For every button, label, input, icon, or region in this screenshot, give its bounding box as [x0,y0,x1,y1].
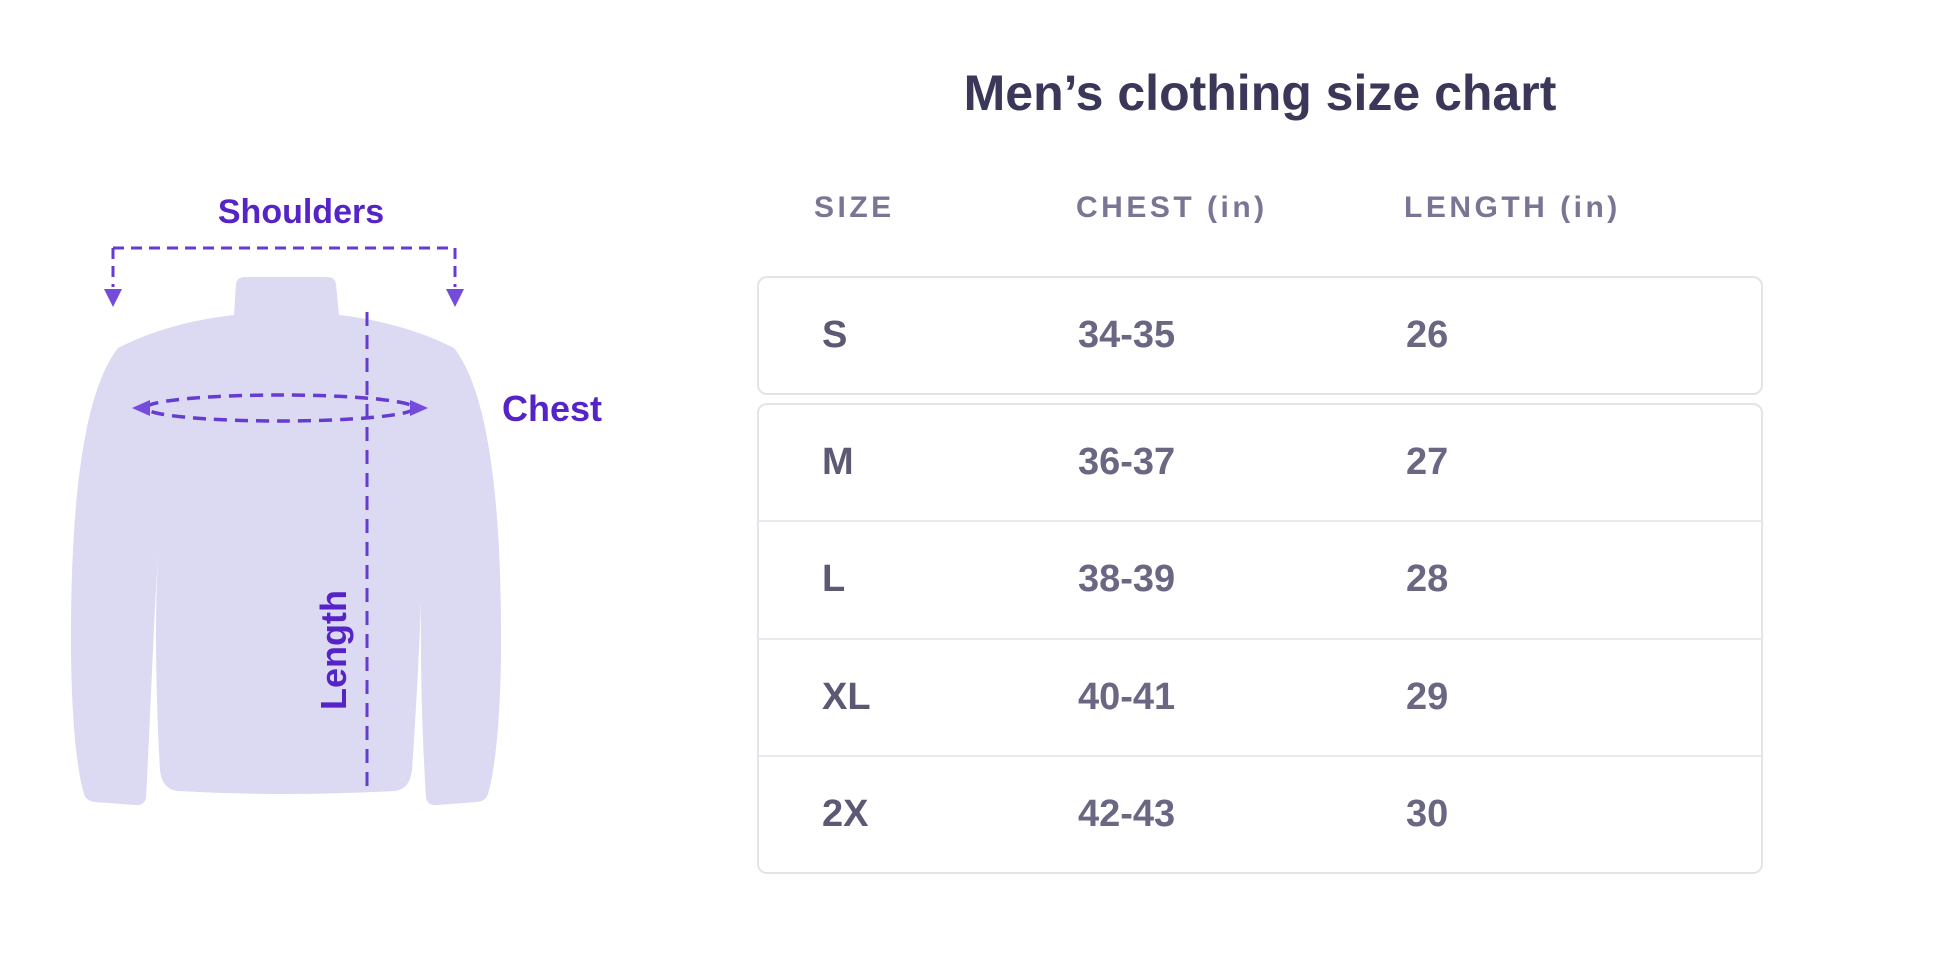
page-title: Men’s clothing size chart [963,65,1557,121]
chest-arrowheads [132,400,428,416]
shirt-measurement-diagram [70,246,502,806]
length-cell: 27 [1406,441,1449,484]
chest-cell: 38-39 [1078,558,1176,601]
table-row: S 34-35 26 [759,278,1761,393]
length-cell: 26 [1406,314,1449,356]
chest-cell: 36-37 [1078,441,1176,484]
shoulders-measure-arrow [111,246,457,287]
length-cell: 29 [1406,675,1449,718]
size-cell: 2X [822,792,869,835]
size-cell: M [822,441,854,484]
size-cell: L [822,558,846,601]
table-card-top: S 34-35 26 [757,276,1763,395]
chest-cell: 40-41 [1078,675,1176,718]
column-header-chest: CHEST (in) [1076,191,1268,224]
table-row: M 36-37 27 [759,405,1761,520]
shirt-silhouette-icon [70,277,502,806]
table-header-row: SIZE CHEST (in) LENGTH (in) [757,181,1763,235]
size-cell: S [822,314,848,356]
column-header-length: LENGTH (in) [1404,191,1621,224]
size-cell: XL [822,675,871,718]
shoulders-label: Shoulders [217,193,385,231]
length-cell: 28 [1406,558,1449,601]
shoulders-arrowheads [104,289,464,307]
chest-cell: 42-43 [1078,792,1176,835]
length-cell: 30 [1406,792,1449,835]
table-row: 2X 42-43 30 [759,754,1761,872]
chest-cell: 34-35 [1078,314,1176,356]
chest-label: Chest [502,388,603,429]
column-header-size: SIZE [814,191,895,224]
table-row: L 38-39 28 [759,520,1761,637]
table-card-rest: M 36-37 27 L 38-39 28 XL 40-41 29 2X 42-… [757,403,1763,874]
table-row: XL 40-41 29 [759,637,1761,755]
length-label: Length [313,590,354,710]
